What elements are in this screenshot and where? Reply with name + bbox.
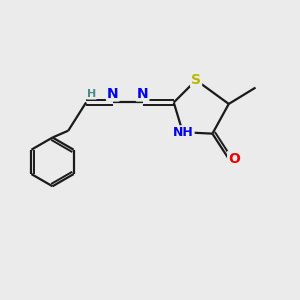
- Text: O: O: [228, 152, 240, 166]
- Text: N: N: [107, 86, 119, 100]
- Text: NH: NH: [173, 126, 194, 139]
- Text: H: H: [87, 89, 96, 99]
- Text: S: S: [191, 73, 201, 87]
- Text: N: N: [137, 86, 148, 100]
